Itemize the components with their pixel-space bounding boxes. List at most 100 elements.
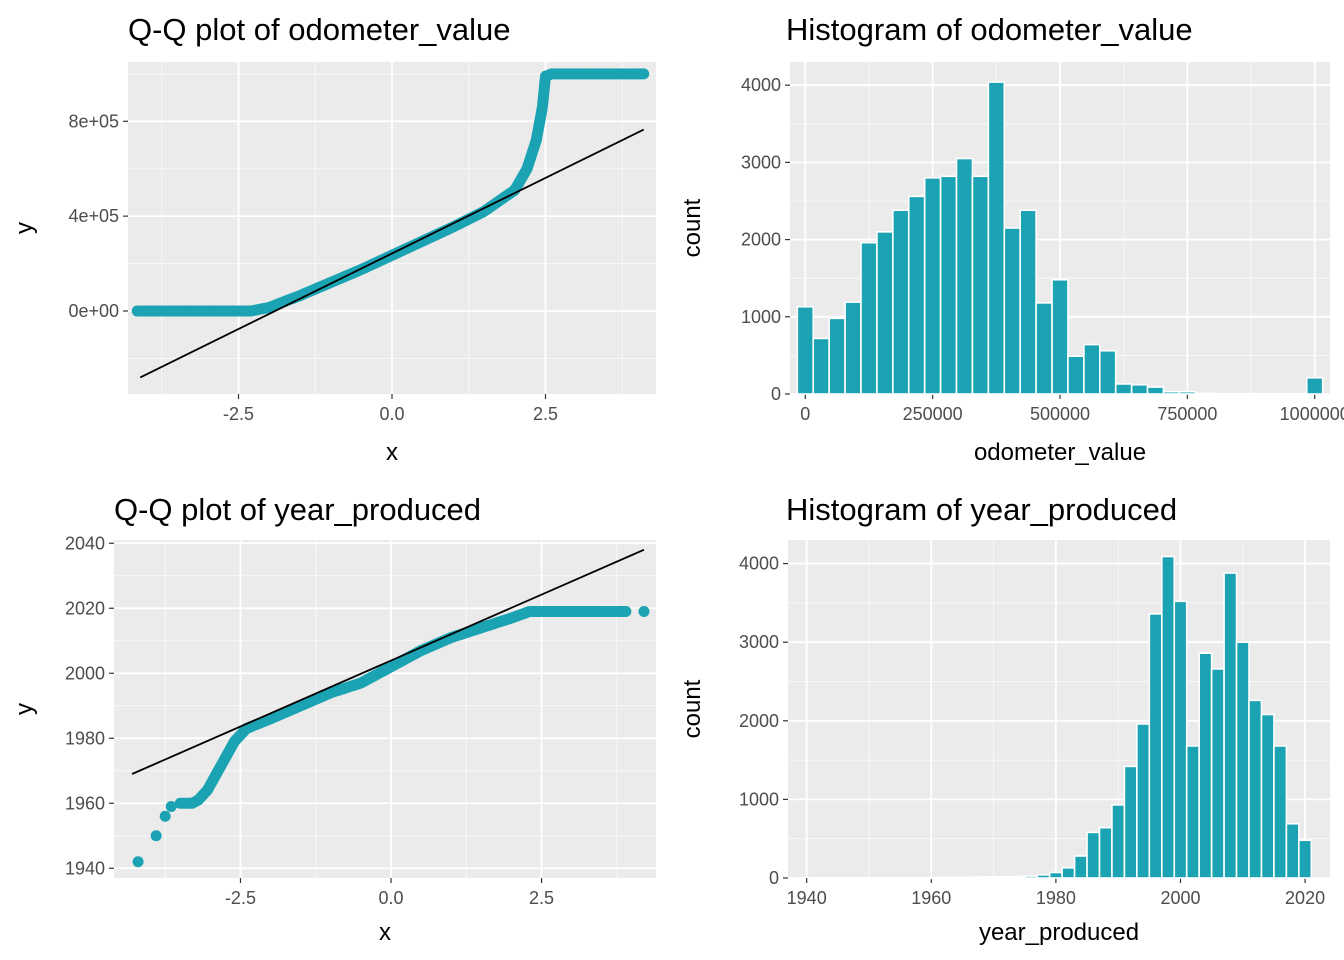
- x-axis-label: x: [379, 919, 391, 946]
- histogram-bar: [1160, 555, 1176, 879]
- x-tick-label: 1960: [911, 888, 951, 908]
- qq-point: [150, 830, 162, 842]
- histogram-bar: [955, 157, 974, 395]
- histogram-bar: [849, 877, 864, 880]
- histogram-bar: [1260, 713, 1275, 879]
- histogram-bar: [1011, 875, 1026, 879]
- histogram-bar: [812, 877, 827, 880]
- histogram-bar: [1098, 826, 1113, 879]
- histogram-bar: [874, 877, 889, 880]
- histogram-bar: [1290, 392, 1308, 396]
- histogram-bar: [1114, 383, 1133, 395]
- chart-title: Histogram of odometer_value: [786, 12, 1193, 47]
- histogram-bar: [999, 876, 1014, 879]
- histogram-bar: [1185, 745, 1200, 879]
- histogram-bar: [1035, 302, 1053, 395]
- y-tick-label: 0e+00: [68, 301, 119, 321]
- y-axis-label: count: [679, 198, 706, 257]
- histogram-bar: [1067, 355, 1085, 395]
- histogram-bar: [1248, 699, 1263, 879]
- histogram-bar: [796, 305, 815, 395]
- histogram-bar: [1146, 386, 1165, 395]
- qq-point: [620, 606, 632, 617]
- y-tick-label: 3000: [739, 632, 779, 652]
- histogram-bar: [1242, 392, 1260, 396]
- x-tick-label: 1940: [787, 888, 827, 908]
- qq-point: [165, 801, 177, 812]
- histogram-bar: [1019, 209, 1037, 395]
- histogram-bar: [844, 301, 862, 395]
- histogram-bar: [1198, 652, 1213, 879]
- x-tick-label: 2000: [1160, 888, 1200, 908]
- histogram-bar: [1235, 641, 1250, 879]
- histogram-bar: [907, 195, 926, 395]
- histogram-bar: [949, 876, 964, 879]
- histogram-bar: [1086, 831, 1101, 879]
- chart-title: Q-Q plot of year_produced: [114, 492, 481, 527]
- histogram-bar: [892, 209, 910, 395]
- y-axis-label: y: [11, 222, 38, 234]
- histogram-bar: [1162, 390, 1181, 395]
- histogram-bar: [1210, 668, 1225, 879]
- histogram-bar: [824, 877, 839, 880]
- y-tick-label: 0: [769, 868, 779, 888]
- y-tick-label: 4000: [739, 554, 779, 574]
- x-tick-label: 1000000: [1280, 404, 1344, 424]
- x-tick-label: 250000: [903, 404, 963, 424]
- x-tick-label: 0.0: [379, 888, 404, 908]
- histogram-year: 1940 1960 1980 2000 2020 0 1000 2000 3000 4000 His…: [679, 492, 1330, 946]
- histogram-bar: [899, 877, 914, 880]
- histogram-bar: [1226, 392, 1244, 396]
- histogram-bar: [812, 337, 830, 395]
- histogram-bar: [1148, 613, 1163, 879]
- y-tick-label: 8e+05: [68, 111, 119, 131]
- histogram-bar: [1178, 390, 1197, 395]
- y-tick-label: 3000: [741, 152, 781, 172]
- histogram-bar: [1274, 392, 1292, 396]
- histogram-bar: [1083, 343, 1101, 395]
- qq-plot-year: -2.5 0.0 2.5 1940 1960 1980 2000 2020 2040 Q-Q pl…: [11, 492, 656, 946]
- histogram-bar: [1098, 349, 1117, 395]
- x-axis-label: odometer_value: [974, 439, 1146, 466]
- x-axis-label: x: [386, 439, 398, 466]
- histogram-bar: [1130, 383, 1149, 395]
- histogram-bar: [876, 231, 894, 395]
- y-axis-label: count: [679, 679, 706, 738]
- y-tick-label: 4e+05: [68, 206, 119, 226]
- y-axis-label: y: [11, 703, 38, 715]
- histogram-bar: [1305, 376, 1324, 395]
- y-tick-label: 2000: [739, 711, 779, 731]
- y-tick-label: 2040: [65, 533, 105, 553]
- qq-point: [132, 856, 144, 868]
- histogram-bar: [987, 81, 1006, 395]
- chart-title: Histogram of year_produced: [786, 492, 1177, 527]
- histogram-bar: [1223, 572, 1238, 879]
- x-tick-label: 500000: [1030, 404, 1090, 424]
- qq-point: [638, 606, 650, 617]
- histogram-bar: [1194, 392, 1213, 395]
- histogram-bar: [1003, 227, 1022, 395]
- histogram-bar: [1173, 600, 1188, 879]
- y-tick-label: 2020: [65, 598, 105, 618]
- x-tick-label: -2.5: [223, 404, 254, 424]
- chart-title: Q-Q plot of odometer_value: [128, 12, 511, 47]
- qq-reference-line: [131, 548, 645, 775]
- histogram-bar: [1061, 866, 1076, 879]
- qq-point: [131, 305, 143, 317]
- x-axis-label: year_produced: [979, 919, 1139, 946]
- histogram-bar: [1258, 392, 1276, 396]
- histogram-bar: [1073, 855, 1088, 879]
- histogram-bar: [1298, 839, 1313, 879]
- histogram-bar: [961, 876, 976, 879]
- histogram-bar: [974, 876, 989, 879]
- histogram-bar: [837, 877, 852, 880]
- y-tick-label: 1960: [65, 793, 105, 813]
- histogram-bar: [1210, 392, 1228, 396]
- histogram-bar: [886, 877, 901, 880]
- histogram-odometer: 0 250000 500000 750000 1000000 0 1000 2000 3000 4…: [679, 12, 1344, 466]
- y-tick-label: 1940: [65, 858, 105, 878]
- x-tick-label: 0: [800, 404, 810, 424]
- histogram-bar: [971, 175, 990, 395]
- y-tick-label: 4000: [741, 75, 781, 95]
